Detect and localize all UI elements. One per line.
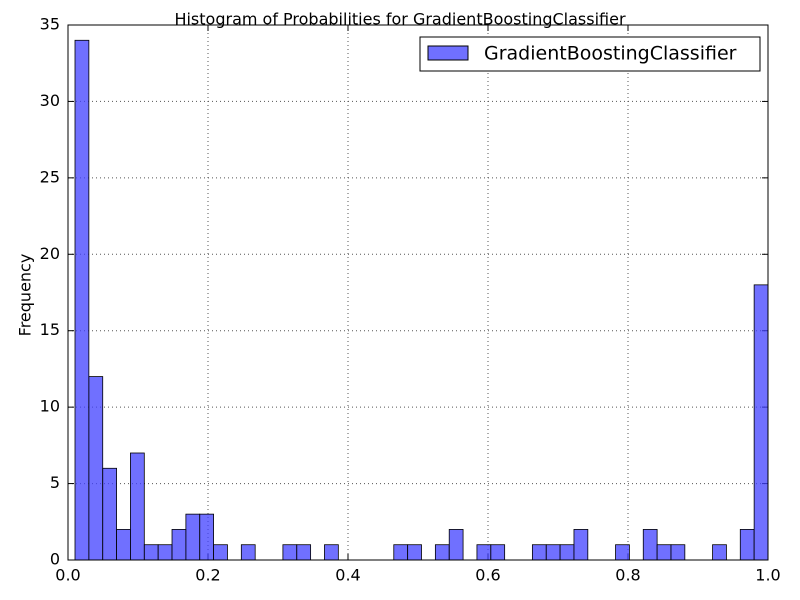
bar xyxy=(712,544,727,561)
bar xyxy=(88,376,104,561)
bar xyxy=(240,544,256,561)
bar xyxy=(573,529,589,561)
bar xyxy=(296,544,312,561)
bar xyxy=(74,39,90,561)
bar xyxy=(642,529,658,561)
y-tick-label: 35 xyxy=(40,15,60,34)
bar xyxy=(448,529,464,561)
bar xyxy=(490,544,506,561)
bar xyxy=(407,544,422,561)
bar xyxy=(143,544,159,561)
bar xyxy=(324,544,339,561)
x-tick-label: 0.8 xyxy=(615,566,640,585)
bar xyxy=(157,544,173,561)
bar xyxy=(476,544,492,561)
bar xyxy=(434,544,450,561)
legend-swatch xyxy=(427,45,469,61)
x-tick-label: 0.2 xyxy=(195,566,220,585)
y-tick-label: 0 xyxy=(50,550,60,569)
bar xyxy=(615,544,630,561)
y-tick-label: 15 xyxy=(40,320,60,339)
y-tick-label: 5 xyxy=(50,473,60,492)
x-tick-label: 1.0 xyxy=(755,566,780,585)
y-axis-label: Frequency xyxy=(16,254,35,337)
x-tick-label: 0.4 xyxy=(335,566,360,585)
x-tick-label: 0.0 xyxy=(55,566,80,585)
bar xyxy=(130,452,145,561)
bar xyxy=(116,529,131,561)
bar xyxy=(739,529,755,561)
bar xyxy=(531,544,547,561)
legend-box xyxy=(419,36,761,72)
bar xyxy=(545,544,561,561)
bar xyxy=(199,513,215,561)
legend-label: GradientBoostingClassifier xyxy=(484,43,737,65)
y-tick-label: 10 xyxy=(40,397,60,416)
x-tick-label: 0.6 xyxy=(475,566,500,585)
bar xyxy=(670,544,686,561)
y-tick-label: 30 xyxy=(40,91,60,110)
chart-title: Histogram of Probabilities for GradientB… xyxy=(174,10,626,29)
bar xyxy=(559,544,575,561)
bar xyxy=(282,544,298,561)
bar xyxy=(102,467,117,561)
bar xyxy=(185,513,201,561)
bar xyxy=(171,529,187,561)
bar xyxy=(753,284,769,561)
bar xyxy=(213,544,228,561)
bar xyxy=(393,544,409,561)
plot-frame xyxy=(67,24,769,561)
bar xyxy=(656,544,672,561)
y-tick-label: 20 xyxy=(40,244,60,263)
y-tick-label: 25 xyxy=(40,167,60,186)
